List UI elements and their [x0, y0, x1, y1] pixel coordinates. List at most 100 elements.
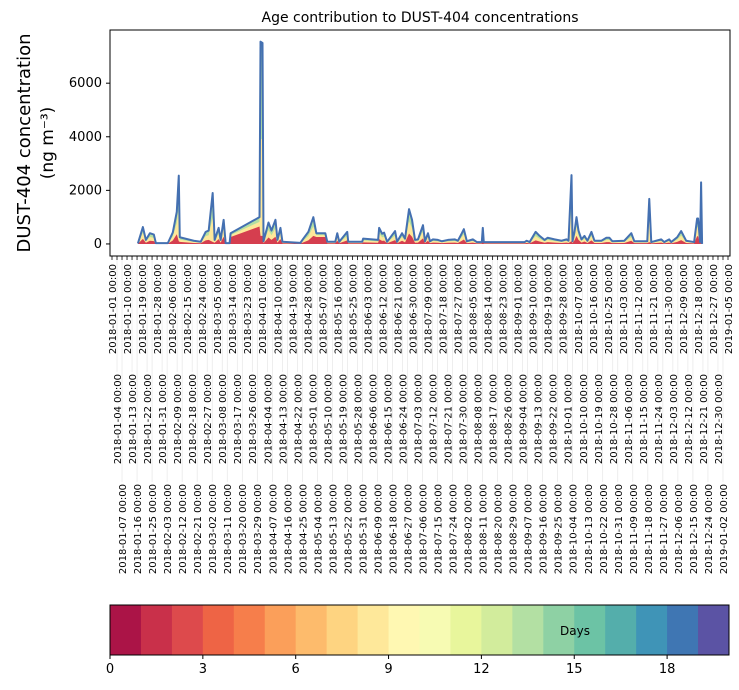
x-tick-label: 2018-12-27 00:00 [709, 264, 720, 354]
colorbar-segment [202, 605, 235, 655]
x-tick-label: 2018-06-06 00:00 [368, 374, 379, 464]
colorbar-tick-label: 0 [106, 662, 114, 677]
x-tick-label: 2018-05-10 00:00 [323, 374, 334, 464]
colorbar-tick-label: 3 [199, 662, 207, 677]
x-tick-label: 2018-02-15 00:00 [183, 264, 194, 354]
x-tick-label: 2018-01-25 00:00 [148, 484, 159, 574]
x-tick-label: 2018-05-04 00:00 [313, 484, 324, 574]
x-tick-label: 2018-03-05 00:00 [213, 264, 224, 354]
x-tick-label: 2018-07-15 00:00 [434, 484, 445, 574]
colorbar-label: Days [560, 624, 590, 638]
x-tick-label: 2018-05-19 00:00 [338, 374, 349, 464]
x-tick-label: 2018-01-19 00:00 [138, 264, 149, 354]
colorbar-segment [357, 605, 390, 655]
x-tick-label: 2018-09-10 00:00 [529, 264, 540, 354]
x-tick-label: 2018-01-22 00:00 [143, 374, 154, 464]
x-tick-label: 2018-12-12 00:00 [684, 374, 695, 464]
x-tick-label: 2018-05-16 00:00 [333, 264, 344, 354]
colorbar-tick-label: 6 [292, 662, 300, 677]
x-tick-label: 2018-12-06 00:00 [674, 484, 685, 574]
x-tick-label: 2018-08-05 00:00 [469, 264, 480, 354]
colorbar-segment [326, 605, 359, 655]
x-tick-label: 2018-09-25 00:00 [554, 484, 565, 574]
x-tick-label: 2018-10-31 00:00 [614, 484, 625, 574]
x-tick-label: 2018-03-17 00:00 [233, 374, 244, 464]
x-tick-label: 2018-04-19 00:00 [288, 264, 299, 354]
x-tick-label: 2018-02-21 00:00 [193, 484, 204, 574]
x-tick-label: 2018-04-01 00:00 [258, 264, 269, 354]
x-tick-label: 2018-12-09 00:00 [679, 264, 690, 354]
x-tick-label: 2018-06-30 00:00 [408, 264, 419, 354]
x-tick-label: 2019-01-05 00:00 [724, 264, 735, 354]
x-tick-label: 2018-05-22 00:00 [343, 484, 354, 574]
x-tick-label: 2018-03-11 00:00 [223, 484, 234, 574]
x-tick-label: 2018-06-09 00:00 [373, 484, 384, 574]
x-tick-label: 2019-01-02 00:00 [719, 484, 730, 574]
x-tick-label: 2018-12-15 00:00 [689, 484, 700, 574]
x-tick-label: 2018-07-27 00:00 [454, 264, 465, 354]
x-tick-label: 2018-10-16 00:00 [589, 264, 600, 354]
y-axis: 0 2000 4000 6000 [69, 76, 110, 252]
colorbar-segment [419, 605, 451, 655]
x-tick-label: 2018-06-21 00:00 [393, 264, 404, 354]
x-tick-label: 2018-03-26 00:00 [248, 374, 259, 464]
x-tick-label: 2018-06-12 00:00 [378, 264, 389, 354]
x-tick-label: 2018-08-23 00:00 [499, 264, 510, 354]
x-tick-label: 2018-02-03 00:00 [163, 484, 174, 574]
x-tick-label: 2018-04-10 00:00 [273, 264, 284, 354]
x-tick-label: 2018-08-29 00:00 [509, 484, 520, 574]
x-tick-label: 2018-08-26 00:00 [504, 374, 515, 464]
x-tick-label: 2018-07-18 00:00 [439, 264, 450, 354]
x-tick-label: 2018-03-14 00:00 [228, 264, 239, 354]
x-tick-label: 2018-01-16 00:00 [133, 484, 144, 574]
y-tick-label: 0 [94, 237, 102, 252]
x-tick-label: 2018-02-24 00:00 [198, 264, 209, 354]
x-tick-label: 2018-10-22 00:00 [599, 484, 610, 574]
x-tick-label: 2018-02-09 00:00 [173, 374, 184, 464]
x-tick-label: 2018-01-31 00:00 [158, 374, 169, 464]
x-tick-label: 2018-10-04 00:00 [569, 484, 580, 574]
x-tick-label: 2018-10-13 00:00 [584, 484, 595, 574]
x-tick-label: 2018-05-31 00:00 [358, 484, 369, 574]
x-tick-label: 2018-11-21 00:00 [649, 264, 660, 354]
x-tick-label: 2018-04-16 00:00 [283, 484, 294, 574]
x-tick-label: 2018-04-25 00:00 [298, 484, 309, 574]
colorbar-segment [171, 605, 204, 655]
x-tick-label: 2018-09-13 00:00 [534, 374, 545, 464]
colorbar-tick-label: 12 [473, 662, 490, 677]
plot-frame [109, 29, 731, 257]
colorbar-segment [450, 605, 482, 655]
colorbar-tick-label: 18 [659, 662, 676, 677]
colorbar-segment [110, 605, 142, 655]
x-axis: 2018-01-01 00:00 2018-01-04 00:00 2018-01-… [108, 256, 735, 574]
x-tick-label: 2018-07-30 00:00 [459, 374, 470, 464]
x-tick-label: 2018-06-18 00:00 [388, 484, 399, 574]
x-tick-label: 2018-01-01 00:00 [108, 264, 119, 354]
x-tick-label: 2018-07-21 00:00 [444, 374, 455, 464]
colorbar-segment [698, 605, 730, 655]
x-tick-label: 2018-03-02 00:00 [208, 484, 219, 574]
x-tick-label: 2018-02-06 00:00 [168, 264, 179, 354]
x-tick-label: 2018-07-09 00:00 [424, 264, 435, 354]
x-tick-label: 2018-05-25 00:00 [348, 264, 359, 354]
x-tick-label: 2018-01-13 00:00 [128, 374, 139, 464]
x-tick-label: 2018-11-03 00:00 [619, 264, 630, 354]
x-tick-label: 2018-09-04 00:00 [519, 374, 530, 464]
x-tick-label: 2018-01-04 00:00 [113, 374, 124, 464]
x-tick-label: 2018-08-11 00:00 [479, 484, 490, 574]
x-tick-label: 2018-11-15 00:00 [639, 374, 650, 464]
x-tick-label: 2018-08-14 00:00 [484, 264, 495, 354]
x-tick-label: 2018-04-04 00:00 [263, 374, 274, 464]
x-tick-label: 2018-12-03 00:00 [669, 374, 680, 464]
chart-title: Age contribution to DUST-404 concentrati… [262, 10, 579, 26]
x-tick-label: 2018-08-17 00:00 [489, 374, 500, 464]
y-axis-label: DUST-404 concentration [14, 33, 35, 252]
colorbar-segment [481, 605, 513, 655]
colorbar-segment [605, 605, 637, 655]
y-tick-label: 4000 [69, 130, 102, 145]
x-tick-label: 2018-09-28 00:00 [559, 264, 570, 354]
plot-area [136, 40, 704, 245]
x-tick-label: 2018-12-24 00:00 [704, 484, 715, 574]
colorbar-tick-label: 9 [384, 662, 392, 677]
x-tick-label: 2018-03-20 00:00 [238, 484, 249, 574]
